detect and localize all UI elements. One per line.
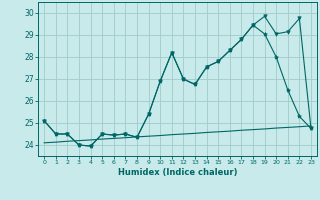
- X-axis label: Humidex (Indice chaleur): Humidex (Indice chaleur): [118, 168, 237, 177]
